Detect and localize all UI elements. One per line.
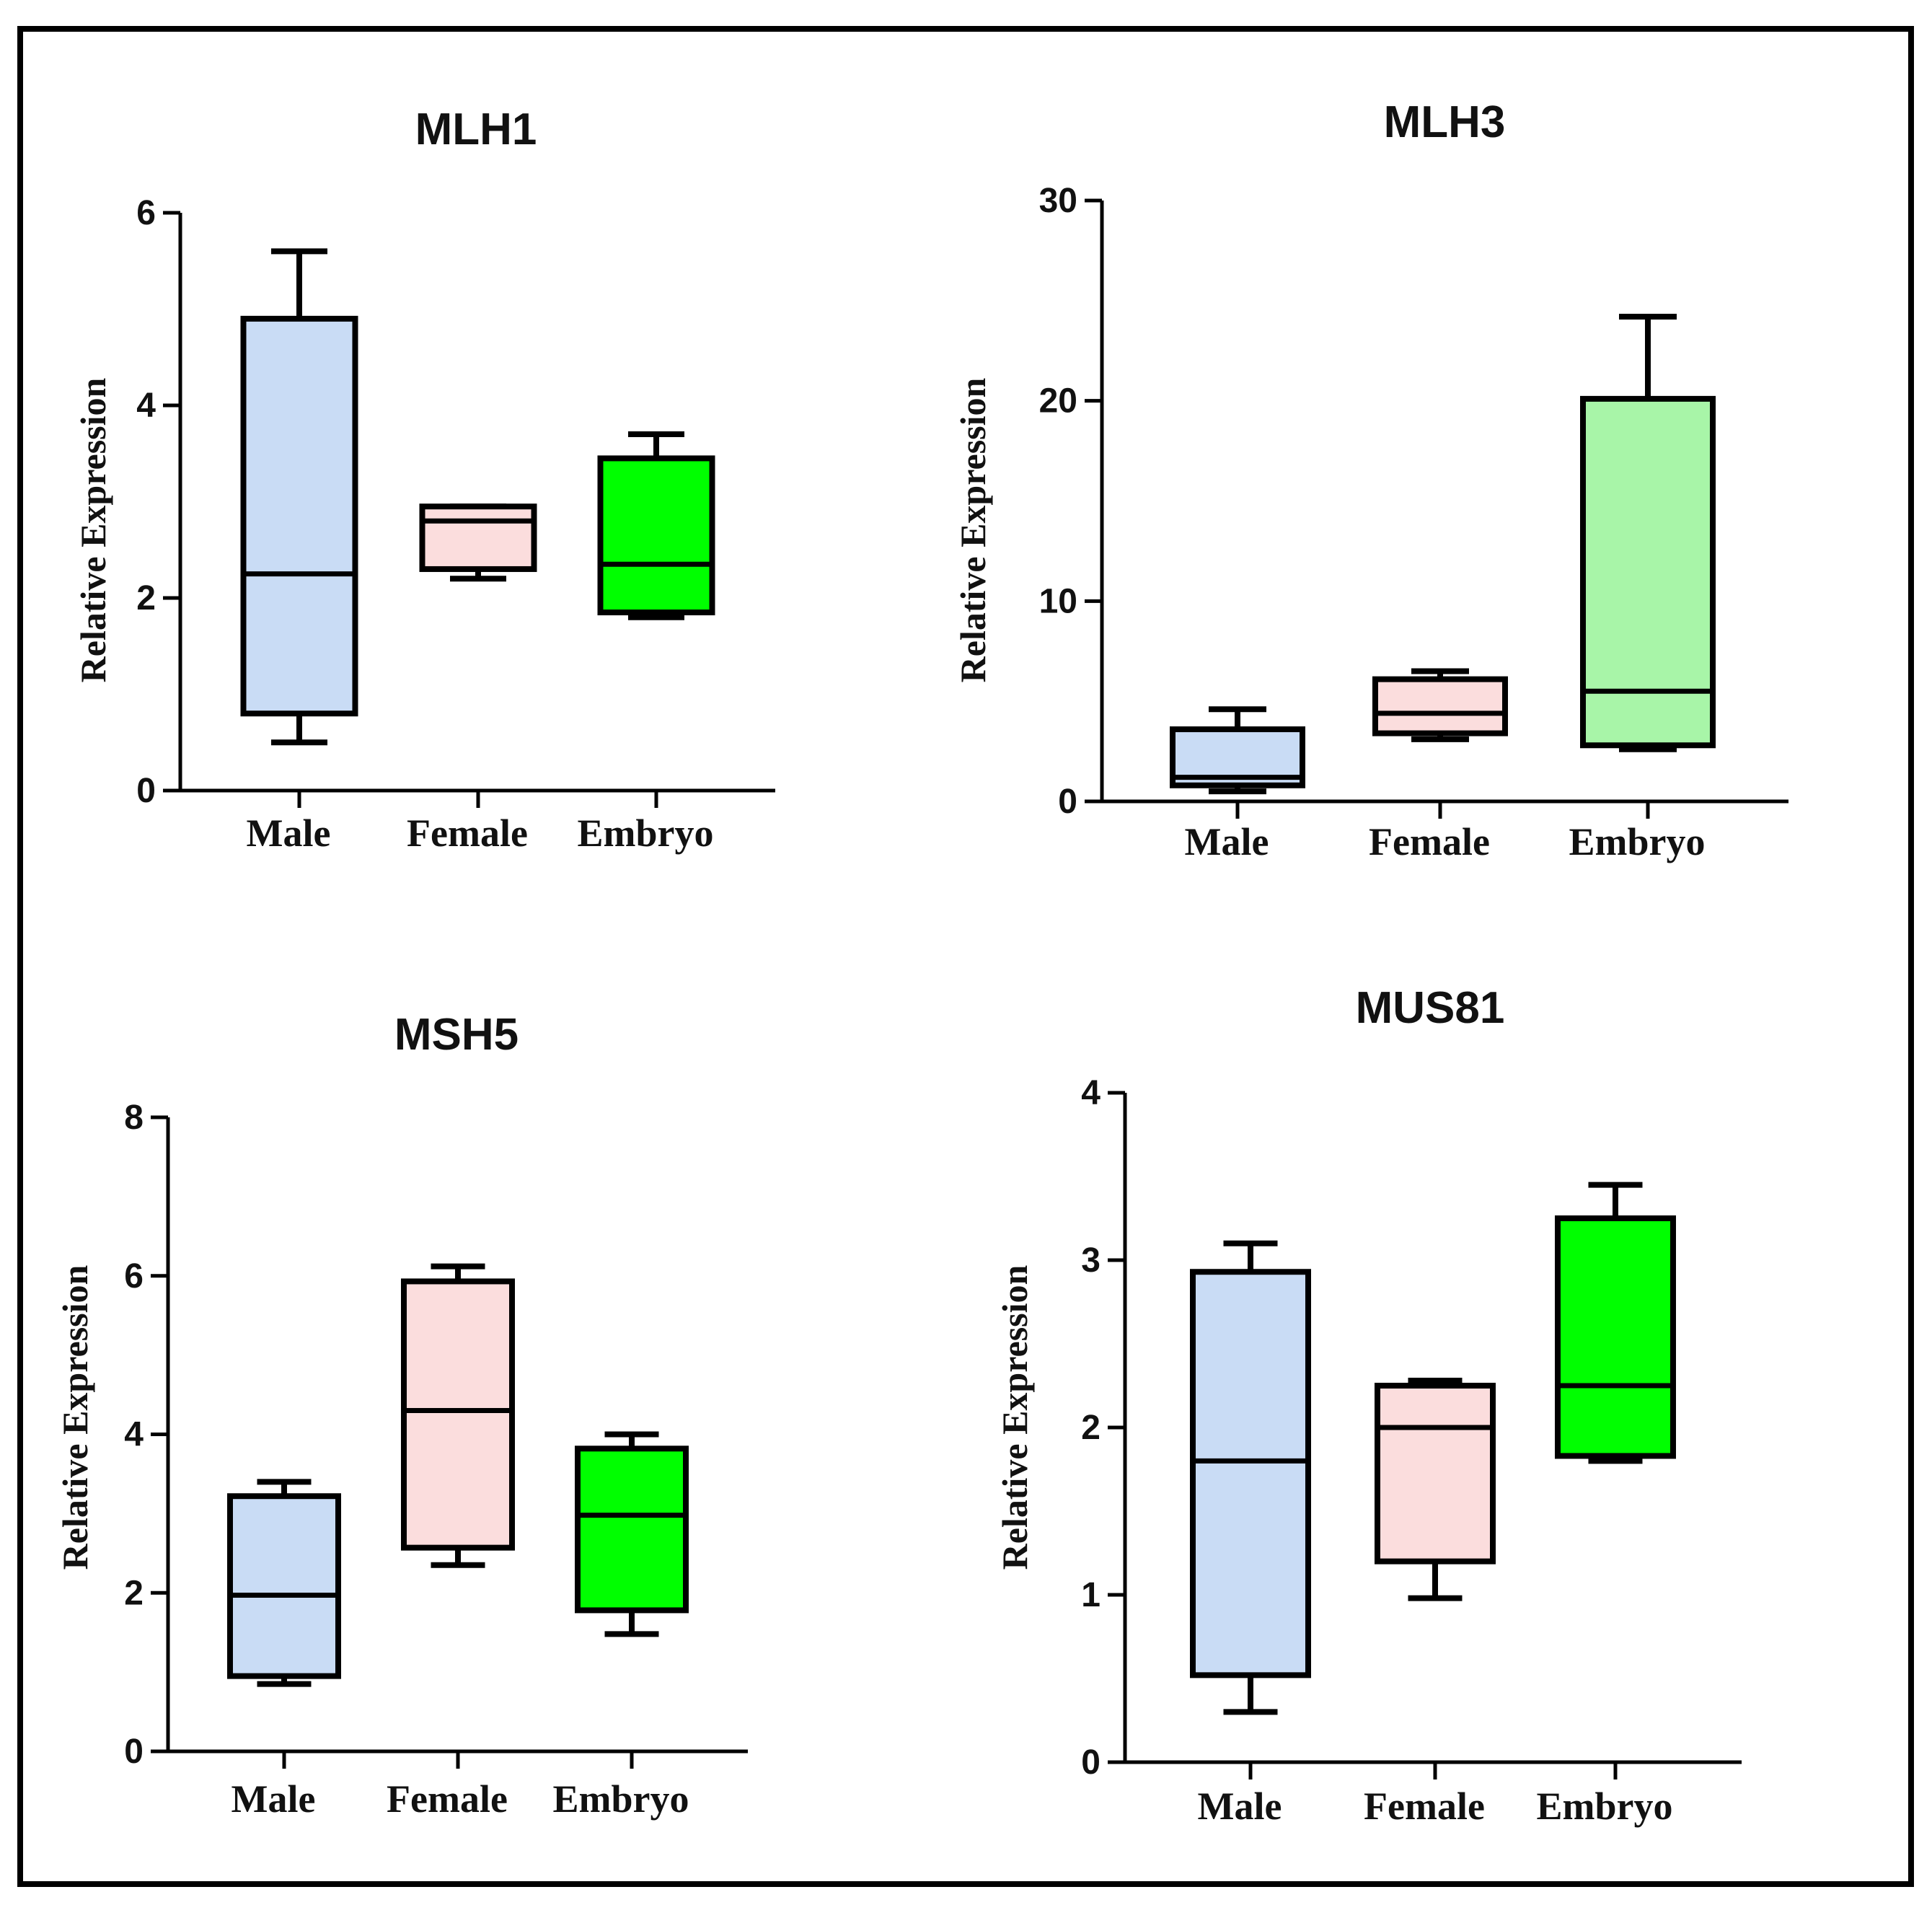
x-tick-label: Embryo: [553, 1777, 689, 1821]
x-tick-label: Male: [1198, 1785, 1282, 1828]
x-tick-label: Embryo: [1569, 820, 1706, 863]
x-tick-label: Male: [231, 1777, 316, 1821]
box-female: [419, 503, 537, 572]
box-embryo: [575, 1446, 689, 1614]
y-axis-label: Relative Expression: [55, 1264, 95, 1570]
x-tick-label: Female: [407, 811, 528, 855]
y-tick-label: 8: [124, 1099, 144, 1137]
x-tick-label: Female: [1369, 820, 1490, 863]
y-tick-label: 4: [136, 387, 156, 425]
y-tick-label: 3: [1081, 1241, 1100, 1280]
y-tick-label: 10: [1039, 582, 1077, 620]
x-tick-label: Male: [247, 811, 331, 855]
y-tick-label: 0: [1081, 1743, 1100, 1782]
y-tick-label: 4: [124, 1416, 144, 1454]
y-axis-label: Relative Expression: [994, 1264, 1035, 1570]
box-female: [401, 1278, 515, 1551]
box-male: [240, 315, 358, 717]
chart-title: MUS81: [1356, 983, 1505, 1033]
y-tick-label: 0: [136, 772, 156, 810]
y-tick-label: 1: [1081, 1576, 1100, 1614]
y-axis-label: Relative Expression: [73, 377, 113, 682]
box-female: [1372, 676, 1508, 736]
chart-title: MLH3: [1384, 97, 1506, 147]
box-embryo: [1580, 395, 1716, 749]
x-tick-label: Male: [1185, 820, 1269, 863]
y-tick-label: 6: [124, 1257, 144, 1295]
chart-title: MLH1: [415, 105, 537, 154]
chart-title: MSH5: [394, 1010, 519, 1060]
box-embryo: [1555, 1215, 1676, 1459]
y-axis-label: Relative Expression: [953, 377, 993, 682]
y-tick-label: 0: [124, 1733, 144, 1771]
panel-mlh1: MLH1 Relative Expression 0 2 4 6 Male Female E…: [73, 105, 775, 855]
y-tick-label: 2: [1081, 1409, 1100, 1447]
panel-msh5: MSH5 Relative Expression 0 2 4 6 8 Male Female…: [55, 1010, 748, 1821]
y-tick-label: 4: [1081, 1074, 1100, 1112]
box-embryo: [597, 455, 715, 616]
box-male: [1190, 1269, 1311, 1679]
y-tick-label: 2: [124, 1574, 144, 1612]
x-tick-label: Embryo: [1537, 1785, 1673, 1828]
x-tick-label: Embryo: [578, 811, 714, 855]
y-tick-label: 6: [136, 194, 156, 232]
panel-mlh3: MLH3 Relative Expression 0 10 20 30 Male Fema…: [953, 97, 1788, 863]
x-tick-label: Female: [387, 1777, 508, 1821]
y-tick-label: 20: [1039, 382, 1077, 421]
box-female: [1375, 1383, 1496, 1565]
box-male: [227, 1493, 341, 1679]
y-tick-label: 2: [136, 579, 156, 617]
panel-mus81: MUS81 Relative Expression 0 1 2 3 4 Male Femal…: [994, 983, 1742, 1828]
x-tick-label: Female: [1364, 1785, 1485, 1828]
y-tick-label: 0: [1058, 783, 1077, 821]
y-tick-label: 30: [1039, 182, 1077, 220]
